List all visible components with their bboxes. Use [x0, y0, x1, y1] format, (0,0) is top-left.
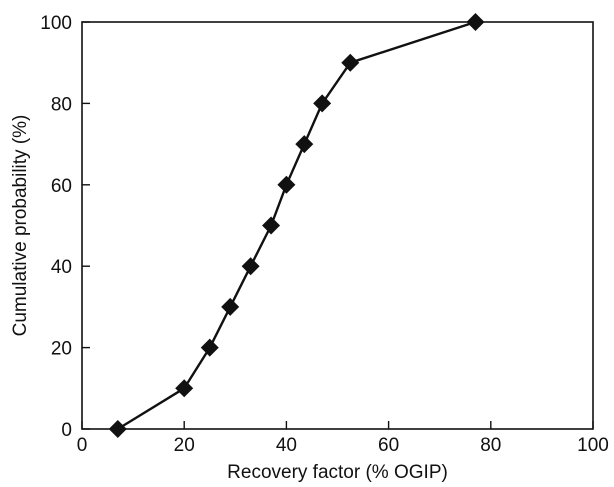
- data-point-marker: [108, 420, 127, 438]
- x-axis-ticks: 0 20 40 60 80 100: [77, 421, 609, 456]
- data-point-marker: [262, 216, 281, 235]
- series-layer: [117, 20, 476, 431]
- data-point-marker: [241, 257, 260, 276]
- y-tick-label: 20: [51, 339, 72, 360]
- data-point-marker: [466, 13, 485, 31]
- y-axis-ticks: 0 20 40 60 80 100: [40, 13, 90, 441]
- x-tick-label: 60: [378, 435, 399, 456]
- y-tick-label: 80: [51, 94, 72, 115]
- x-tick-label: 0: [77, 435, 88, 456]
- y-tick-label: 0: [61, 420, 72, 441]
- y-axis-title: Cumulative probability (%): [10, 115, 31, 337]
- data-point-marker: [221, 297, 240, 316]
- data-point-marker: [200, 338, 219, 357]
- x-axis-title: Recovery factor (% OGIP): [227, 462, 448, 483]
- plot-frame: [81, 21, 594, 430]
- y-tick-label: 60: [51, 176, 72, 197]
- data-point-marker: [313, 94, 332, 113]
- y-tick-label: 100: [40, 13, 72, 34]
- x-tick-label: 80: [480, 435, 501, 456]
- series-line: [117, 20, 476, 431]
- marker-layer: [108, 13, 485, 438]
- data-point-marker: [341, 53, 360, 72]
- x-tick-label: 20: [174, 435, 195, 456]
- data-point-marker: [277, 175, 296, 194]
- data-point-marker: [295, 135, 314, 154]
- axes: [81, 21, 594, 430]
- x-tick-label: 100: [577, 435, 609, 456]
- y-tick-label: 40: [51, 257, 72, 278]
- data-point-marker: [175, 379, 194, 398]
- x-tick-label: 40: [276, 435, 297, 456]
